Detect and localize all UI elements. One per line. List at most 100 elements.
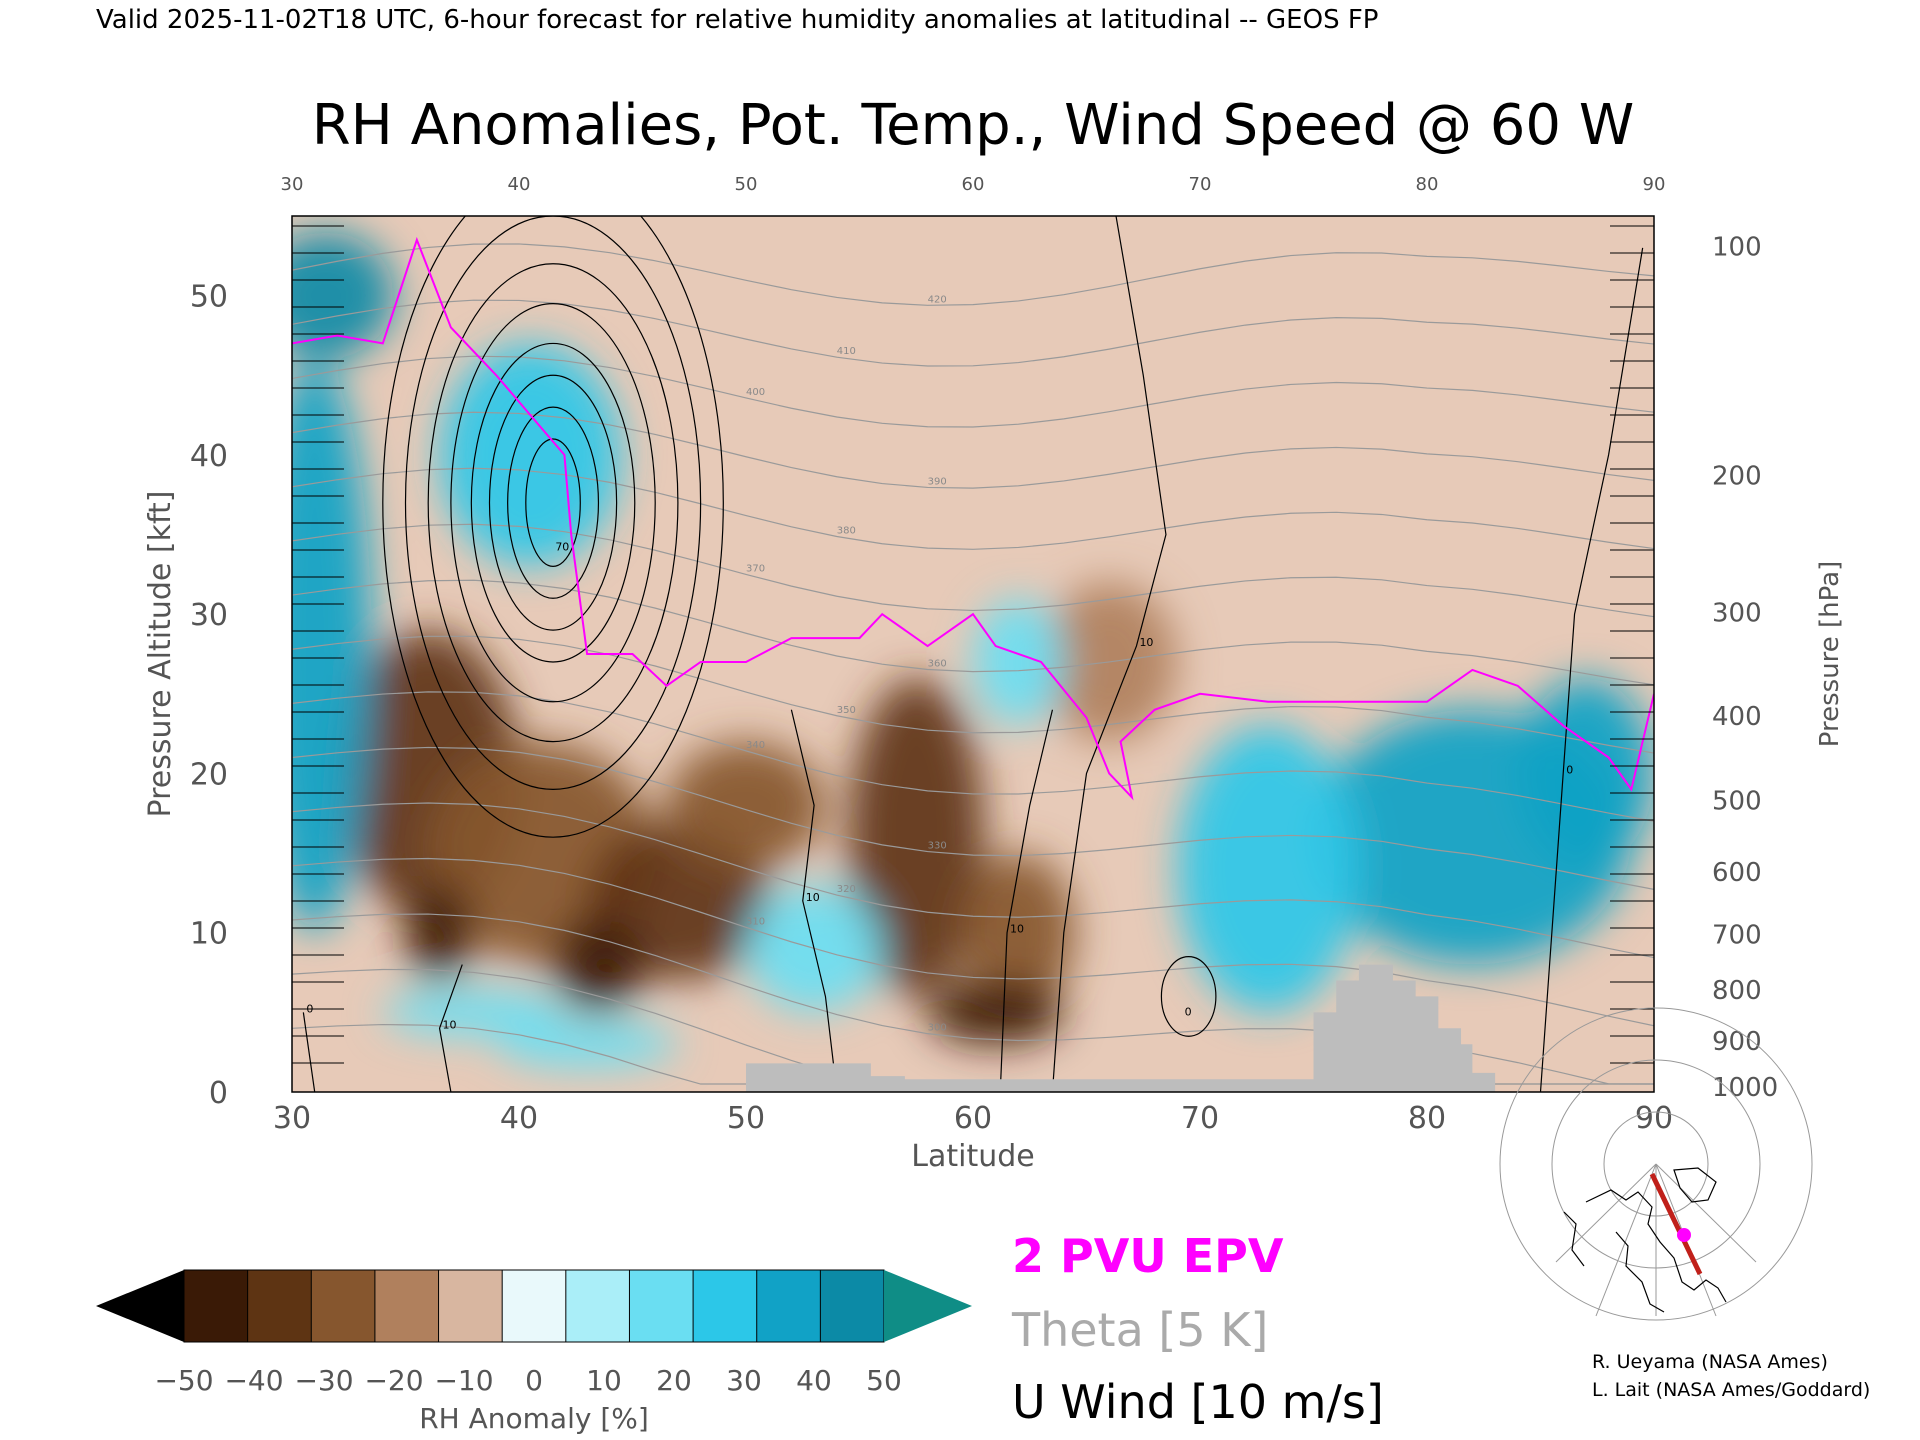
theta-label-330: 330 <box>928 841 947 852</box>
locator-map <box>1499 1007 1813 1321</box>
colorbar-label: RH Anomaly [%] <box>419 1402 649 1435</box>
u-wind-jet-ring-1 <box>507 406 600 599</box>
colorbar-tick-8: 30 <box>726 1364 762 1397</box>
u-wind-label-5: 0 <box>1566 763 1573 776</box>
colorbar-cell-4 <box>438 1270 503 1342</box>
rh-blob-12 <box>292 231 395 360</box>
pressure-tick-900: 900 <box>1712 1027 1762 1057</box>
top-lat-tick-40: 40 <box>508 174 531 195</box>
colorbar-tick-0: −50 <box>154 1364 213 1397</box>
theta-contour-420 <box>292 243 1654 306</box>
theta-label-410: 410 <box>837 346 856 357</box>
cross-section-line <box>1649 1172 1703 1276</box>
colorbar-cell-7 <box>629 1270 694 1342</box>
theta-contour-320 <box>292 802 1654 959</box>
bottom-lat-tick-30: 30 <box>273 1101 311 1136</box>
rh-blob-7 <box>405 884 474 981</box>
epv-2pvu-line <box>292 236 1654 801</box>
u-wind-jet-ring-2 <box>488 374 618 631</box>
theta-label-300: 300 <box>928 1023 947 1034</box>
bottom-lat-tick-90: 90 <box>1635 1101 1673 1136</box>
theta-label-370: 370 <box>746 563 765 574</box>
pressure-tick-400: 400 <box>1712 702 1762 732</box>
credit-line-2: L. Lait (NASA Ames/Goddard) <box>1592 1379 1870 1401</box>
pressure-ticks: 100 200 300 400 500 600 700 800 900 1000 <box>1712 232 1778 1103</box>
colorbar-tick-9: 40 <box>796 1364 832 1397</box>
colorbar-cell-10 <box>820 1270 884 1342</box>
u-wind-jet-ring-0 <box>525 438 581 567</box>
colorbar-cell-3 <box>374 1270 439 1342</box>
terrain-mask <box>746 964 1496 1092</box>
colorbar: −50 −40 −30 −20 −10 0 10 20 30 40 50 RH Anomaly [%… <box>96 1269 972 1435</box>
y-axis-label-left: Pressure Altitude [kft] <box>143 491 178 818</box>
u-wind-label-1: 10 <box>1139 636 1153 649</box>
u-wind-label-3: 10 <box>806 891 820 904</box>
top-lat-tick-30: 30 <box>281 174 304 195</box>
u-wind-jet-ring-4 <box>450 303 656 703</box>
theta-label-360: 360 <box>928 658 947 669</box>
colorbar-cell-1 <box>247 1270 312 1342</box>
colorbar-tick-10: 50 <box>866 1364 902 1397</box>
theta-contour-380 <box>292 467 1654 550</box>
pressure-tick-100: 100 <box>1712 232 1762 262</box>
colorbar-over-arrow <box>884 1270 972 1342</box>
pressure-tick-300: 300 <box>1712 599 1762 629</box>
rh-blob-15 <box>1177 725 1359 1013</box>
rh-blob-5 <box>961 853 1076 1013</box>
pressure-tick-600: 600 <box>1712 858 1762 888</box>
valid-time-line: Valid 2025-11-02T18 UTC, 6-hour forecast… <box>96 5 1378 35</box>
altitude-tick-10: 10 <box>190 917 228 952</box>
u-wind-label-2: 10 <box>1010 923 1024 936</box>
rh-blob-11 <box>292 359 372 933</box>
rh-blob-19 <box>382 988 565 1037</box>
altitude-tick-30: 30 <box>190 598 228 633</box>
colorbar-under-arrow <box>96 1270 184 1342</box>
colorbar-tick-2: −30 <box>294 1364 353 1397</box>
pressure-tick-200: 200 <box>1712 462 1762 492</box>
theta-label-340: 340 <box>746 740 765 751</box>
x-axis-label: Latitude <box>911 1139 1034 1174</box>
colorbar-tick-6: 10 <box>586 1364 622 1397</box>
credit-line-1: R. Ueyama (NASA Ames) <box>1592 1351 1828 1373</box>
rh-blob-8 <box>553 916 644 1013</box>
rh-blob-18 <box>496 1020 678 1069</box>
theta-label-420: 420 <box>928 294 947 305</box>
altitude-tick-20: 20 <box>190 757 228 792</box>
theta-contour-370 <box>292 523 1654 618</box>
theta-label-320: 320 <box>837 884 856 895</box>
theta-contour-330 <box>292 746 1654 890</box>
plot-frame <box>291 215 1655 1093</box>
u-wind-contour-5 <box>1539 247 1644 1092</box>
u-wind-jet-ring-5 <box>427 263 679 743</box>
u-wind-contour-6 <box>302 1012 316 1092</box>
rh-blob-4 <box>848 677 985 997</box>
bottom-lat-tick-40: 40 <box>500 1101 538 1136</box>
pressure-tick-500: 500 <box>1712 787 1762 817</box>
legend-epv: 2 PVU EPV <box>1012 1229 1284 1283</box>
chart-title: RH Anomalies, Pot. Temp., Wind Speed @ 6… <box>312 93 1634 158</box>
u-wind-label-jet: 70 <box>555 540 569 553</box>
colorbar-cell-2 <box>311 1270 375 1342</box>
top-lat-tick-60: 60 <box>962 174 985 195</box>
u-wind-label-7: 0 <box>1185 1006 1192 1019</box>
top-lat-tick-70: 70 <box>1189 174 1212 195</box>
u-wind-contour-4 <box>438 964 463 1092</box>
theta-contour-410 <box>292 299 1654 367</box>
top-lat-tick-80: 80 <box>1416 174 1439 195</box>
u-wind-jet-ring-3 <box>470 342 636 663</box>
legend: 2 PVU EPV Theta [5 K] U Wind [10 m/s] <box>1011 1229 1384 1429</box>
colorbar-tick-5: 0 <box>525 1364 543 1397</box>
top-lat-tick-90: 90 <box>1643 174 1666 195</box>
rh-anomaly-field <box>292 231 1654 1069</box>
theta-label-310: 310 <box>746 916 765 927</box>
bottom-lat-tick-80: 80 <box>1408 1101 1446 1136</box>
theta-label-390: 390 <box>928 476 947 487</box>
u-wind-contour-3 <box>790 709 838 1092</box>
top-latitude-ticks: 30 40 50 60 70 80 90 <box>281 174 1666 195</box>
u-wind-contour-1 <box>1051 216 1167 1092</box>
theta-label-380: 380 <box>837 525 856 536</box>
u-wind-label-4: 10 <box>443 1018 457 1031</box>
colorbar-tick-4: −10 <box>434 1364 493 1397</box>
